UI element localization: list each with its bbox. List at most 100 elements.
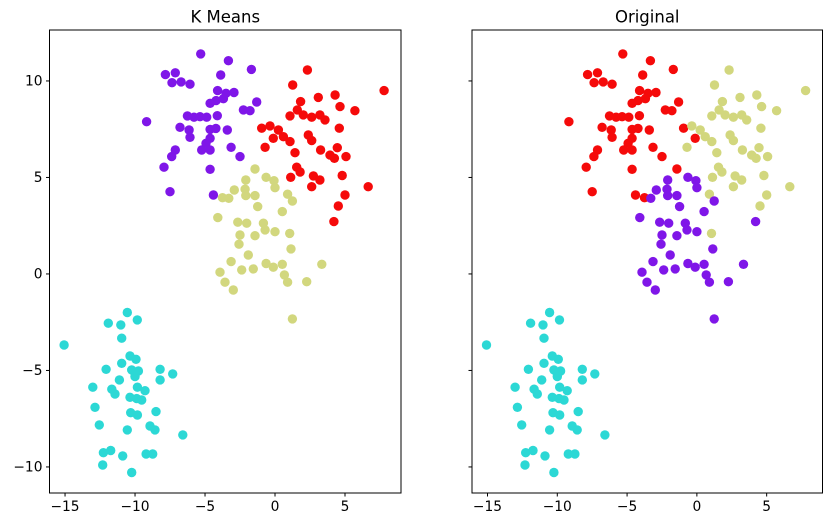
data-point-red bbox=[634, 85, 645, 96]
data-point-purple bbox=[195, 112, 205, 122]
data-point-khaki bbox=[270, 183, 280, 193]
data-point-cyan bbox=[552, 371, 562, 382]
data-point-purple bbox=[160, 69, 171, 80]
data-point-purple bbox=[197, 145, 207, 155]
data-point-red bbox=[627, 145, 637, 155]
x-tick-label: −10 bbox=[120, 499, 149, 515]
data-point-cyan bbox=[140, 386, 150, 396]
data-point-red bbox=[619, 145, 629, 155]
data-point-red bbox=[627, 164, 637, 174]
data-point-khaki bbox=[286, 244, 296, 254]
data-point-cyan bbox=[553, 354, 563, 364]
data-point-red bbox=[597, 122, 607, 132]
data-point-purple bbox=[704, 277, 715, 287]
data-point-khaki bbox=[785, 182, 795, 192]
data-point-cyan bbox=[117, 358, 127, 368]
data-point-red bbox=[672, 164, 682, 174]
data-point-cyan bbox=[131, 354, 141, 364]
data-point-purple bbox=[657, 230, 667, 240]
data-point-purple bbox=[205, 145, 215, 155]
x-tick-label: −5 bbox=[617, 499, 637, 515]
data-point-red bbox=[334, 123, 344, 133]
data-point-purple bbox=[650, 285, 660, 295]
data-point-purple bbox=[165, 187, 175, 197]
data-point-cyan bbox=[88, 382, 98, 392]
data-point-khaki bbox=[317, 259, 327, 269]
data-point-red bbox=[257, 123, 267, 133]
data-point-cyan bbox=[132, 410, 143, 420]
data-point-purple bbox=[212, 111, 222, 121]
data-point-red bbox=[307, 135, 317, 146]
data-point-purple bbox=[651, 185, 661, 195]
data-point-khaki bbox=[224, 193, 234, 203]
data-point-red bbox=[315, 175, 325, 185]
data-point-purple bbox=[226, 142, 236, 152]
data-point-red bbox=[607, 79, 617, 89]
data-point-red bbox=[302, 65, 313, 75]
data-point-red bbox=[332, 143, 342, 153]
data-point-red bbox=[315, 145, 326, 155]
data-point-purple bbox=[691, 176, 701, 186]
data-point-cyan bbox=[573, 406, 583, 417]
data-point-cyan bbox=[94, 420, 105, 430]
data-point-purple bbox=[235, 151, 245, 162]
data-point-cyan bbox=[523, 364, 534, 374]
data-point-khaki bbox=[248, 264, 258, 274]
data-point-purple bbox=[642, 277, 652, 287]
data-point-cyan bbox=[106, 445, 116, 456]
data-point-red bbox=[598, 77, 608, 87]
data-point-khaki bbox=[717, 96, 728, 107]
data-point-cyan bbox=[118, 451, 128, 461]
data-point-purple bbox=[212, 85, 223, 96]
data-point-khaki bbox=[302, 277, 312, 287]
data-point-purple bbox=[202, 112, 212, 122]
data-point-red bbox=[624, 112, 634, 122]
data-point-cyan bbox=[155, 375, 165, 385]
data-point-purple bbox=[674, 201, 685, 212]
data-point-purple bbox=[723, 277, 734, 287]
data-point-red bbox=[288, 80, 298, 90]
data-point-purple bbox=[683, 258, 693, 269]
data-point-purple bbox=[167, 151, 177, 162]
data-point-khaki bbox=[762, 151, 773, 162]
data-point-cyan bbox=[114, 375, 125, 385]
x-tick-label: −15 bbox=[473, 499, 502, 515]
x-tick-label: −10 bbox=[543, 499, 572, 515]
data-point-red bbox=[678, 123, 689, 133]
data-point-cyan bbox=[525, 318, 536, 328]
data-point-purple bbox=[659, 265, 669, 275]
data-point-red bbox=[285, 111, 295, 121]
data-point-red bbox=[617, 112, 627, 122]
data-point-khaki bbox=[700, 132, 710, 142]
data-point-red bbox=[606, 125, 616, 135]
data-point-khaki bbox=[277, 259, 287, 269]
data-point-khaki bbox=[682, 142, 692, 152]
data-point-red bbox=[640, 94, 651, 104]
data-point-khaki bbox=[228, 285, 238, 295]
data-point-purple bbox=[159, 162, 169, 172]
data-point-cyan bbox=[590, 369, 600, 379]
data-point-red bbox=[313, 92, 323, 103]
x-tick-label: 5 bbox=[341, 499, 350, 515]
data-point-red bbox=[638, 70, 648, 80]
data-point-khaki bbox=[277, 206, 287, 217]
data-point-khaki bbox=[253, 201, 263, 212]
data-point-purple bbox=[690, 262, 700, 272]
data-point-khaki bbox=[724, 65, 734, 75]
data-point-purple bbox=[245, 106, 255, 116]
x-tick-label: 5 bbox=[762, 499, 771, 515]
data-point-khaki bbox=[706, 228, 717, 239]
data-point-red bbox=[273, 125, 284, 135]
data-point-khaki bbox=[261, 258, 271, 269]
kmeans-axes-spines bbox=[49, 29, 402, 494]
data-point-red bbox=[285, 136, 295, 147]
data-point-cyan bbox=[544, 425, 555, 435]
y-tick-label: −5 bbox=[22, 363, 42, 379]
data-point-cyan bbox=[130, 371, 140, 382]
data-point-khaki bbox=[707, 136, 717, 147]
data-point-red bbox=[341, 151, 351, 162]
x-tick-label: 0 bbox=[692, 499, 701, 515]
data-point-purple bbox=[175, 122, 185, 132]
data-point-purple bbox=[170, 68, 180, 78]
data-point-purple bbox=[670, 264, 680, 274]
